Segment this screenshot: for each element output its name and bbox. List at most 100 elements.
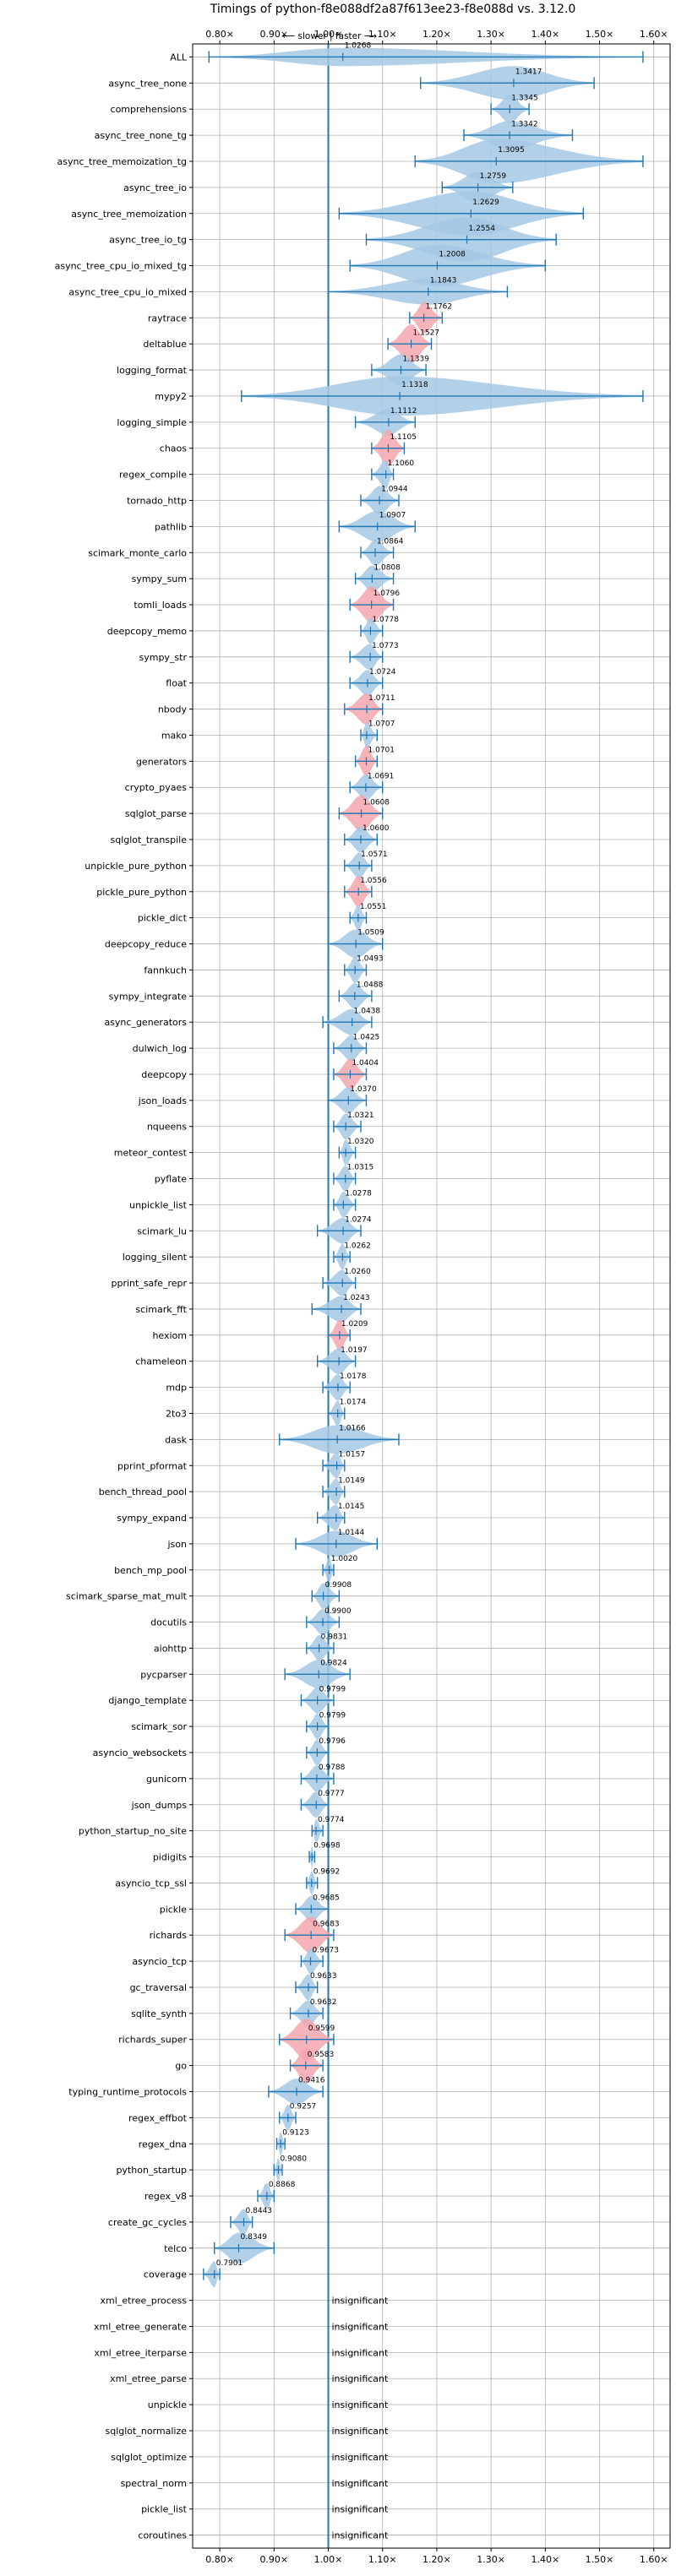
value-label: 1.0197 [341,1346,368,1355]
value-label: 0.9599 [308,2024,335,2033]
benchmark-label: async_tree_none_tg [95,130,187,141]
x-tick-label-bottom: 1.30× [477,2554,505,2565]
value-label: 1.0166 [339,1425,366,1433]
value-label: 0.9685 [313,1894,340,1902]
benchmark-label: richards [150,1930,188,1941]
benchmark-label: deltablue [143,339,187,350]
benchmark-label: sqlglot_optimize [111,2452,187,2463]
grid-lines [193,44,670,2548]
benchmark-label: deepcopy_reduce [105,939,187,950]
benchmark-label: sqlite_synth [131,2008,187,2019]
benchmark-label: docutils [150,1617,187,1628]
benchmark-label: async_tree_none [108,78,187,89]
benchmark-label: unpickle_pure_python [84,861,187,872]
insignificant-label: insignificant [332,2530,390,2541]
value-label: 0.9900 [324,1607,352,1616]
benchmark-label: logging_silent [123,1252,188,1263]
benchmark-label: raytrace [148,312,187,323]
insignificant-label: insignificant [332,2347,390,2358]
benchmark-label: xml_etree_process [101,2296,188,2307]
value-label: 1.1843 [430,277,457,285]
value-label: 0.9416 [298,2077,325,2085]
benchmark-label: regex_v8 [144,2191,187,2202]
benchmark-label: fannkuch [144,965,187,976]
benchmark-label: pickle_list [141,2504,188,2515]
value-label: 1.0144 [338,1529,365,1537]
plot-frame [192,43,671,2549]
insignificant-label: insignificant [332,2321,390,2332]
benchmark-label: gunicorn [146,1774,187,1785]
benchmark-label: asyncio_websockets [93,1747,188,1758]
x-tick-label-bottom: 1.40× [531,2554,559,2565]
benchmark-label: telco [164,2243,187,2254]
value-label: 0.9774 [318,1816,345,1824]
value-label: 1.0268 [345,42,372,51]
value-label: 1.1339 [402,355,429,363]
value-label: 1.0243 [343,1294,370,1302]
benchmark-label: coverage [144,2269,187,2280]
x-tick-label-bottom: 1.60× [640,2554,668,2565]
benchmark-label: async_tree_io [123,182,187,193]
benchmark-label: tornado_http [127,495,187,506]
benchmark-label: pyflate [155,1174,187,1185]
x-tick-label-top: 1.10× [368,29,397,40]
benchmark-label: async_tree_memoization_tg [57,156,188,167]
value-label: 0.8443 [246,2207,273,2215]
benchmark-label: scimark_sor [131,1721,187,1732]
benchmark-label: mako [161,730,187,741]
value-label: 1.0157 [339,1450,366,1459]
value-label: 1.0711 [368,694,395,703]
benchmark-label: sympy_sum [132,573,187,584]
benchmark-label: pickle [160,1904,188,1915]
benchmark-label: xml_etree_generate [94,2321,187,2332]
benchmark-label: sqlglot_transpile [111,834,188,845]
x-tick-label-top: 0.90× [259,29,288,40]
value-label: 1.0278 [345,1190,372,1198]
benchmark-label: python_startup [116,2165,187,2176]
value-label: 1.0488 [357,981,384,990]
benchmark-label: async_tree_cpu_io_mixed [68,286,187,297]
benchmark-label: spectral_norm [121,2478,187,2489]
benchmark-label: deepcopy [141,1069,187,1080]
value-label: 1.0145 [338,1503,365,1511]
value-label: 0.9908 [325,1581,352,1590]
benchmark-label: go [175,2061,187,2072]
benchmark-label: async_tree_memoization [71,209,187,220]
benchmark-label: pycparser [140,1669,187,1680]
value-label: 1.0701 [368,747,395,755]
value-label: 0.9583 [308,2051,335,2059]
benchmark-label: mypy2 [155,391,187,402]
x-tick-label-top: 1.00× [314,29,343,40]
benchmark-label: pprint_safe_repr [112,1278,188,1289]
value-label: 1.0425 [353,1033,380,1041]
benchmark-label: comprehensions [111,104,188,115]
benchmark-label: regex_effbot [128,2112,188,2123]
value-label: 1.0944 [381,486,408,494]
benchmark-label: tomli_loads [134,600,187,611]
value-label: 1.2554 [468,225,495,233]
benchmark-label: chaos [160,443,187,454]
benchmark-label: logging_format [117,365,188,376]
value-label: 1.0274 [345,1215,372,1224]
value-label: 0.9777 [318,1790,345,1798]
benchmark-label: typing_runtime_protocols [68,2087,187,2098]
value-label: 1.1112 [390,407,417,416]
value-label: 0.9824 [320,1660,347,1668]
benchmark-label: xml_etree_parse [110,2373,187,2384]
value-label: 0.9673 [313,1946,340,1954]
value-label: 0.8349 [241,2233,268,2242]
insignificant-label: insignificant [332,2296,390,2307]
x-tick-label-top: 1.40× [531,29,559,40]
benchmark-label: sympy_expand [117,1513,187,1524]
value-label: 1.0551 [360,903,387,911]
value-label: 1.2629 [472,198,499,207]
benchmark-label: regex_dna [139,2139,187,2149]
benchmark-label: 2to3 [166,1408,187,1419]
x-tick-label-bottom: 1.00× [314,2554,343,2565]
chart-title: Timings of python-f8e088df2a87f613ee23-f… [210,3,576,16]
benchmark-label: python_startup_no_site [79,1826,187,1837]
benchmark-label: xml_etree_iterparse [94,2347,187,2358]
insignificant-label: insignificant [332,2373,390,2384]
value-label: 1.0724 [369,668,396,677]
value-label: 1.0020 [331,1555,358,1563]
